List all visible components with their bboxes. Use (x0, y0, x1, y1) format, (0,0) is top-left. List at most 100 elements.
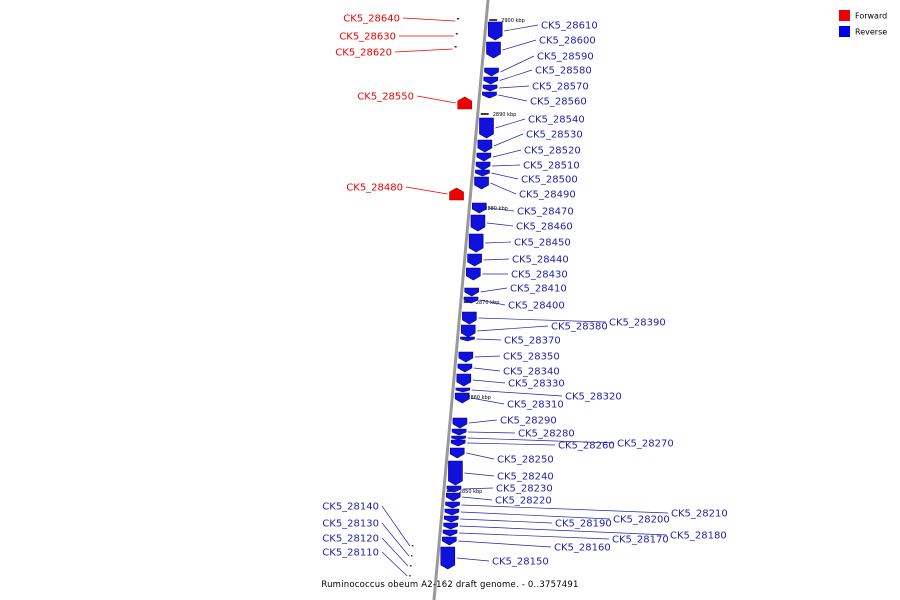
reverse-gene-arrow[interactable] (487, 21, 503, 41)
gene-label[interactable]: CK5_28430 (511, 270, 568, 281)
gene-label[interactable]: CK5_28470 (517, 207, 574, 218)
gene-label[interactable]: CK5_28460 (516, 222, 573, 233)
gene-label[interactable]: CK5_28400 (508, 301, 565, 312)
gene-label[interactable]: CK5_28200 (613, 515, 670, 526)
reverse-gene-arrow[interactable] (468, 233, 484, 253)
gene-label[interactable]: CK5_28610 (541, 21, 598, 32)
gene-label[interactable]: CK5_28640 (343, 14, 400, 25)
gene-label[interactable]: CK5_28120 (322, 534, 379, 545)
gene-label[interactable]: CK5_28600 (539, 36, 596, 47)
reverse-gene-arrow[interactable] (483, 76, 499, 85)
gene-leader-line (381, 522, 410, 557)
gene-leader-line (464, 472, 495, 477)
reverse-gene-arrow[interactable] (445, 492, 461, 502)
gene-label[interactable]: CK5_28170 (612, 535, 669, 546)
reverse-gene-arrow[interactable] (443, 515, 459, 523)
reverse-gene-arrow[interactable] (442, 529, 458, 537)
reverse-gene-arrow[interactable] (440, 546, 456, 570)
gene-label[interactable]: CK5_28500 (521, 175, 578, 186)
gene-label[interactable]: CK5_28320 (565, 392, 622, 403)
gene-label[interactable]: CK5_28220 (495, 496, 552, 507)
gene-leader-line (488, 207, 515, 212)
forward-gene-arrow[interactable] (449, 187, 464, 201)
gene-label[interactable]: CK5_28510 (523, 161, 580, 172)
reverse-gene-arrow[interactable] (452, 417, 468, 429)
reverse-gene-arrow[interactable] (450, 439, 466, 447)
gene-label[interactable]: CK5_28410 (510, 284, 567, 295)
reverse-gene-arrow[interactable] (470, 214, 486, 232)
gene-mark (455, 33, 458, 35)
gene-label[interactable]: CK5_28450 (514, 238, 571, 249)
reverse-gene-arrow[interactable] (442, 536, 457, 546)
gene-leader-line (473, 367, 501, 372)
reverse-gene-arrow[interactable] (451, 428, 467, 436)
gene-label[interactable]: CK5_28490 (519, 190, 576, 201)
reverse-gene-arrow[interactable] (466, 267, 481, 281)
reverse-gene-arrow[interactable] (482, 84, 498, 92)
reverse-gene-arrow[interactable] (449, 447, 465, 459)
gene-label[interactable]: CK5_28240 (497, 472, 554, 483)
reverse-gene-arrow[interactable] (467, 253, 482, 267)
gene-label[interactable]: CK5_28480 (346, 183, 403, 194)
reverse-gene-arrow[interactable] (486, 41, 501, 59)
gene-label[interactable]: CK5_28560 (530, 97, 587, 108)
reverse-gene-arrow[interactable] (477, 139, 493, 153)
gene-label[interactable]: CK5_28570 (532, 82, 589, 93)
reverse-gene-arrow[interactable] (456, 373, 472, 387)
gene-label[interactable]: CK5_28440 (512, 255, 569, 266)
gene-label[interactable]: CK5_28280 (518, 429, 575, 440)
gene-label[interactable]: CK5_28590 (537, 52, 594, 63)
gene-label[interactable]: CK5_28150 (492, 557, 549, 568)
reverse-gene-arrow[interactable] (475, 169, 490, 177)
reverse-gene-arrow[interactable] (458, 351, 474, 363)
gene-label[interactable]: CK5_28350 (503, 352, 560, 363)
reverse-gene-arrow[interactable] (460, 336, 475, 342)
reverse-gene-arrow[interactable] (457, 363, 473, 373)
gene-label[interactable]: CK5_28210 (671, 509, 728, 520)
reverse-gene-arrow[interactable] (484, 67, 499, 77)
reverse-gene-arrow[interactable] (479, 117, 494, 139)
gene-label[interactable]: CK5_28540 (528, 115, 585, 126)
reverse-gene-arrow[interactable] (444, 508, 460, 516)
reverse-gene-arrow[interactable] (462, 311, 477, 325)
reverse-gene-arrow[interactable] (475, 161, 491, 171)
reverse-gene-arrow[interactable] (474, 176, 489, 190)
gene-label[interactable]: CK5_28380 (551, 322, 608, 333)
reverse-gene-arrow[interactable] (476, 152, 492, 162)
gene-label[interactable]: CK5_28580 (535, 66, 592, 77)
gene-label[interactable]: CK5_28290 (500, 416, 557, 427)
reverse-gene-arrow[interactable] (455, 387, 471, 393)
gene-label[interactable]: CK5_28180 (670, 531, 727, 542)
gene-label[interactable]: CK5_28230 (496, 484, 553, 495)
gene-label[interactable]: CK5_28330 (508, 379, 565, 390)
reverse-gene-arrow[interactable] (454, 392, 470, 404)
reverse-gene-arrow[interactable] (451, 435, 466, 441)
gene-label[interactable]: CK5_28530 (526, 130, 583, 141)
reverse-gene-arrow[interactable] (464, 287, 480, 297)
gene-label[interactable]: CK5_28260 (558, 441, 615, 452)
gene-label[interactable]: CK5_28370 (504, 336, 561, 347)
forward-gene-arrow[interactable] (457, 96, 473, 110)
reverse-gene-arrow[interactable] (448, 460, 463, 486)
gene-label[interactable]: CK5_28340 (503, 367, 560, 378)
gene-label[interactable]: CK5_28620 (335, 48, 392, 59)
gene-label[interactable]: CK5_28130 (322, 519, 379, 530)
gene-label[interactable]: CK5_28110 (322, 548, 379, 559)
gene-label[interactable]: CK5_28310 (507, 400, 564, 411)
reverse-gene-arrow[interactable] (443, 522, 458, 530)
gene-label[interactable]: CK5_28390 (609, 318, 666, 329)
reverse-gene-arrow[interactable] (445, 501, 460, 509)
reverse-gene-arrow[interactable] (446, 485, 462, 493)
gene-label[interactable]: CK5_28550 (357, 92, 414, 103)
gene-label[interactable]: CK5_28270 (617, 439, 674, 450)
gene-label[interactable]: CK5_28630 (339, 32, 396, 43)
gene-label[interactable]: CK5_28520 (524, 146, 581, 157)
gene-label[interactable]: CK5_28160 (554, 543, 611, 554)
gene-label[interactable]: CK5_28190 (555, 519, 612, 530)
reverse-gene-arrow[interactable] (460, 324, 476, 338)
reverse-gene-arrow[interactable] (482, 91, 497, 99)
gene-label[interactable]: CK5_28140 (322, 502, 379, 513)
gene-label[interactable]: CK5_28250 (497, 455, 554, 466)
reverse-gene-arrow[interactable] (463, 296, 479, 304)
reverse-gene-arrow[interactable] (471, 202, 487, 214)
